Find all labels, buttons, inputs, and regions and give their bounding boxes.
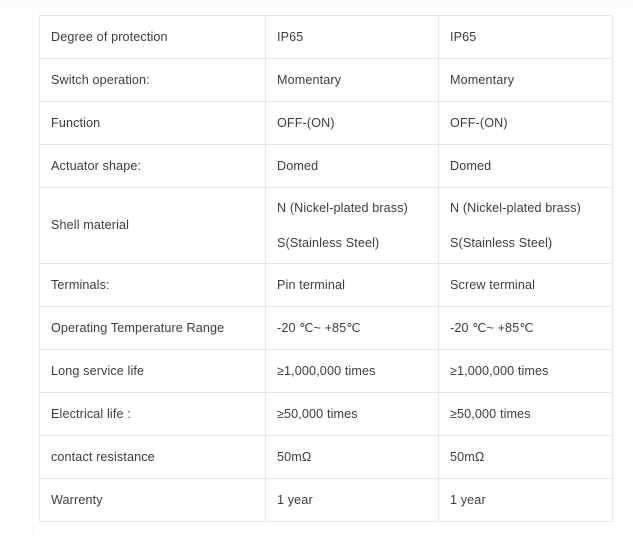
value-line: N (Nickel-plated brass): [450, 201, 581, 216]
specification-table-container: Degree of protection IP65 IP65 Switch op…: [39, 15, 613, 522]
row-label-cell: Switch operation:: [39, 58, 266, 102]
row-value1-cell: Domed: [265, 144, 439, 188]
table-row: Switch operation: Momentary Momentary: [39, 58, 613, 102]
table-row: Terminals: Pin terminal Screw terminal: [39, 263, 613, 307]
row-value1-cell: Pin terminal: [265, 263, 439, 307]
page-top-band: [0, 0, 633, 7]
row-value2-cell: ≥50,000 times: [438, 392, 613, 436]
table-row: Shell material N (Nickel-plated brass) S…: [39, 187, 613, 264]
row-value2-cell: 1 year: [438, 478, 613, 522]
row-label-cell: Shell material: [39, 187, 266, 264]
row-label-cell: Electrical life :: [39, 392, 266, 436]
value-line: S(Stainless Steel): [450, 235, 553, 250]
table-row: Warrenty 1 year 1 year: [39, 478, 613, 522]
row-value1-cell: N (Nickel-plated brass) S(Stainless Stee…: [265, 187, 439, 264]
row-value2-cell: Screw terminal: [438, 263, 613, 307]
row-label-cell: Actuator shape:: [39, 144, 266, 188]
table-row: Operating Temperature Range -20 ℃~ +85℃ …: [39, 306, 613, 350]
row-value2-cell: Momentary: [438, 58, 613, 102]
row-value1-cell: OFF-(ON): [265, 101, 439, 145]
row-label-cell: Degree of protection: [39, 15, 266, 59]
row-value1-cell: ≥1,000,000 times: [265, 349, 439, 393]
table-row: Actuator shape: Domed Domed: [39, 144, 613, 188]
table-row: Function OFF-(ON) OFF-(ON): [39, 101, 613, 145]
row-value1-cell: 1 year: [265, 478, 439, 522]
specification-table: Degree of protection IP65 IP65 Switch op…: [39, 15, 613, 522]
table-row: Electrical life : ≥50,000 times ≥50,000 …: [39, 392, 613, 436]
row-label-cell: Warrenty: [39, 478, 266, 522]
row-label-cell: Function: [39, 101, 266, 145]
row-value2-cell: N (Nickel-plated brass) S(Stainless Stee…: [438, 187, 613, 264]
row-value2-cell: Domed: [438, 144, 613, 188]
row-label-cell: contact resistance: [39, 435, 266, 479]
row-value2-cell: ≥1,000,000 times: [438, 349, 613, 393]
row-label-cell: Operating Temperature Range: [39, 306, 266, 350]
row-label-cell: Terminals:: [39, 263, 266, 307]
row-value1-cell: 50mΩ: [265, 435, 439, 479]
row-value1-cell: -20 ℃~ +85℃: [265, 306, 439, 350]
value-line: N (Nickel-plated brass): [277, 201, 408, 216]
value-line: S(Stainless Steel): [277, 235, 380, 250]
specification-table-body: Degree of protection IP65 IP65 Switch op…: [39, 15, 613, 522]
page-container-edge: [32, 0, 33, 536]
row-value2-cell: -20 ℃~ +85℃: [438, 306, 613, 350]
row-label-cell: Long service life: [39, 349, 266, 393]
row-value1-cell: IP65: [265, 15, 439, 59]
row-value2-cell: OFF-(ON): [438, 101, 613, 145]
table-row: Degree of protection IP65 IP65: [39, 15, 613, 59]
row-value1-cell: Momentary: [265, 58, 439, 102]
table-row: contact resistance 50mΩ 50mΩ: [39, 435, 613, 479]
row-value2-cell: IP65: [438, 15, 613, 59]
table-row: Long service life ≥1,000,000 times ≥1,00…: [39, 349, 613, 393]
row-value1-cell: ≥50,000 times: [265, 392, 439, 436]
row-value2-cell: 50mΩ: [438, 435, 613, 479]
